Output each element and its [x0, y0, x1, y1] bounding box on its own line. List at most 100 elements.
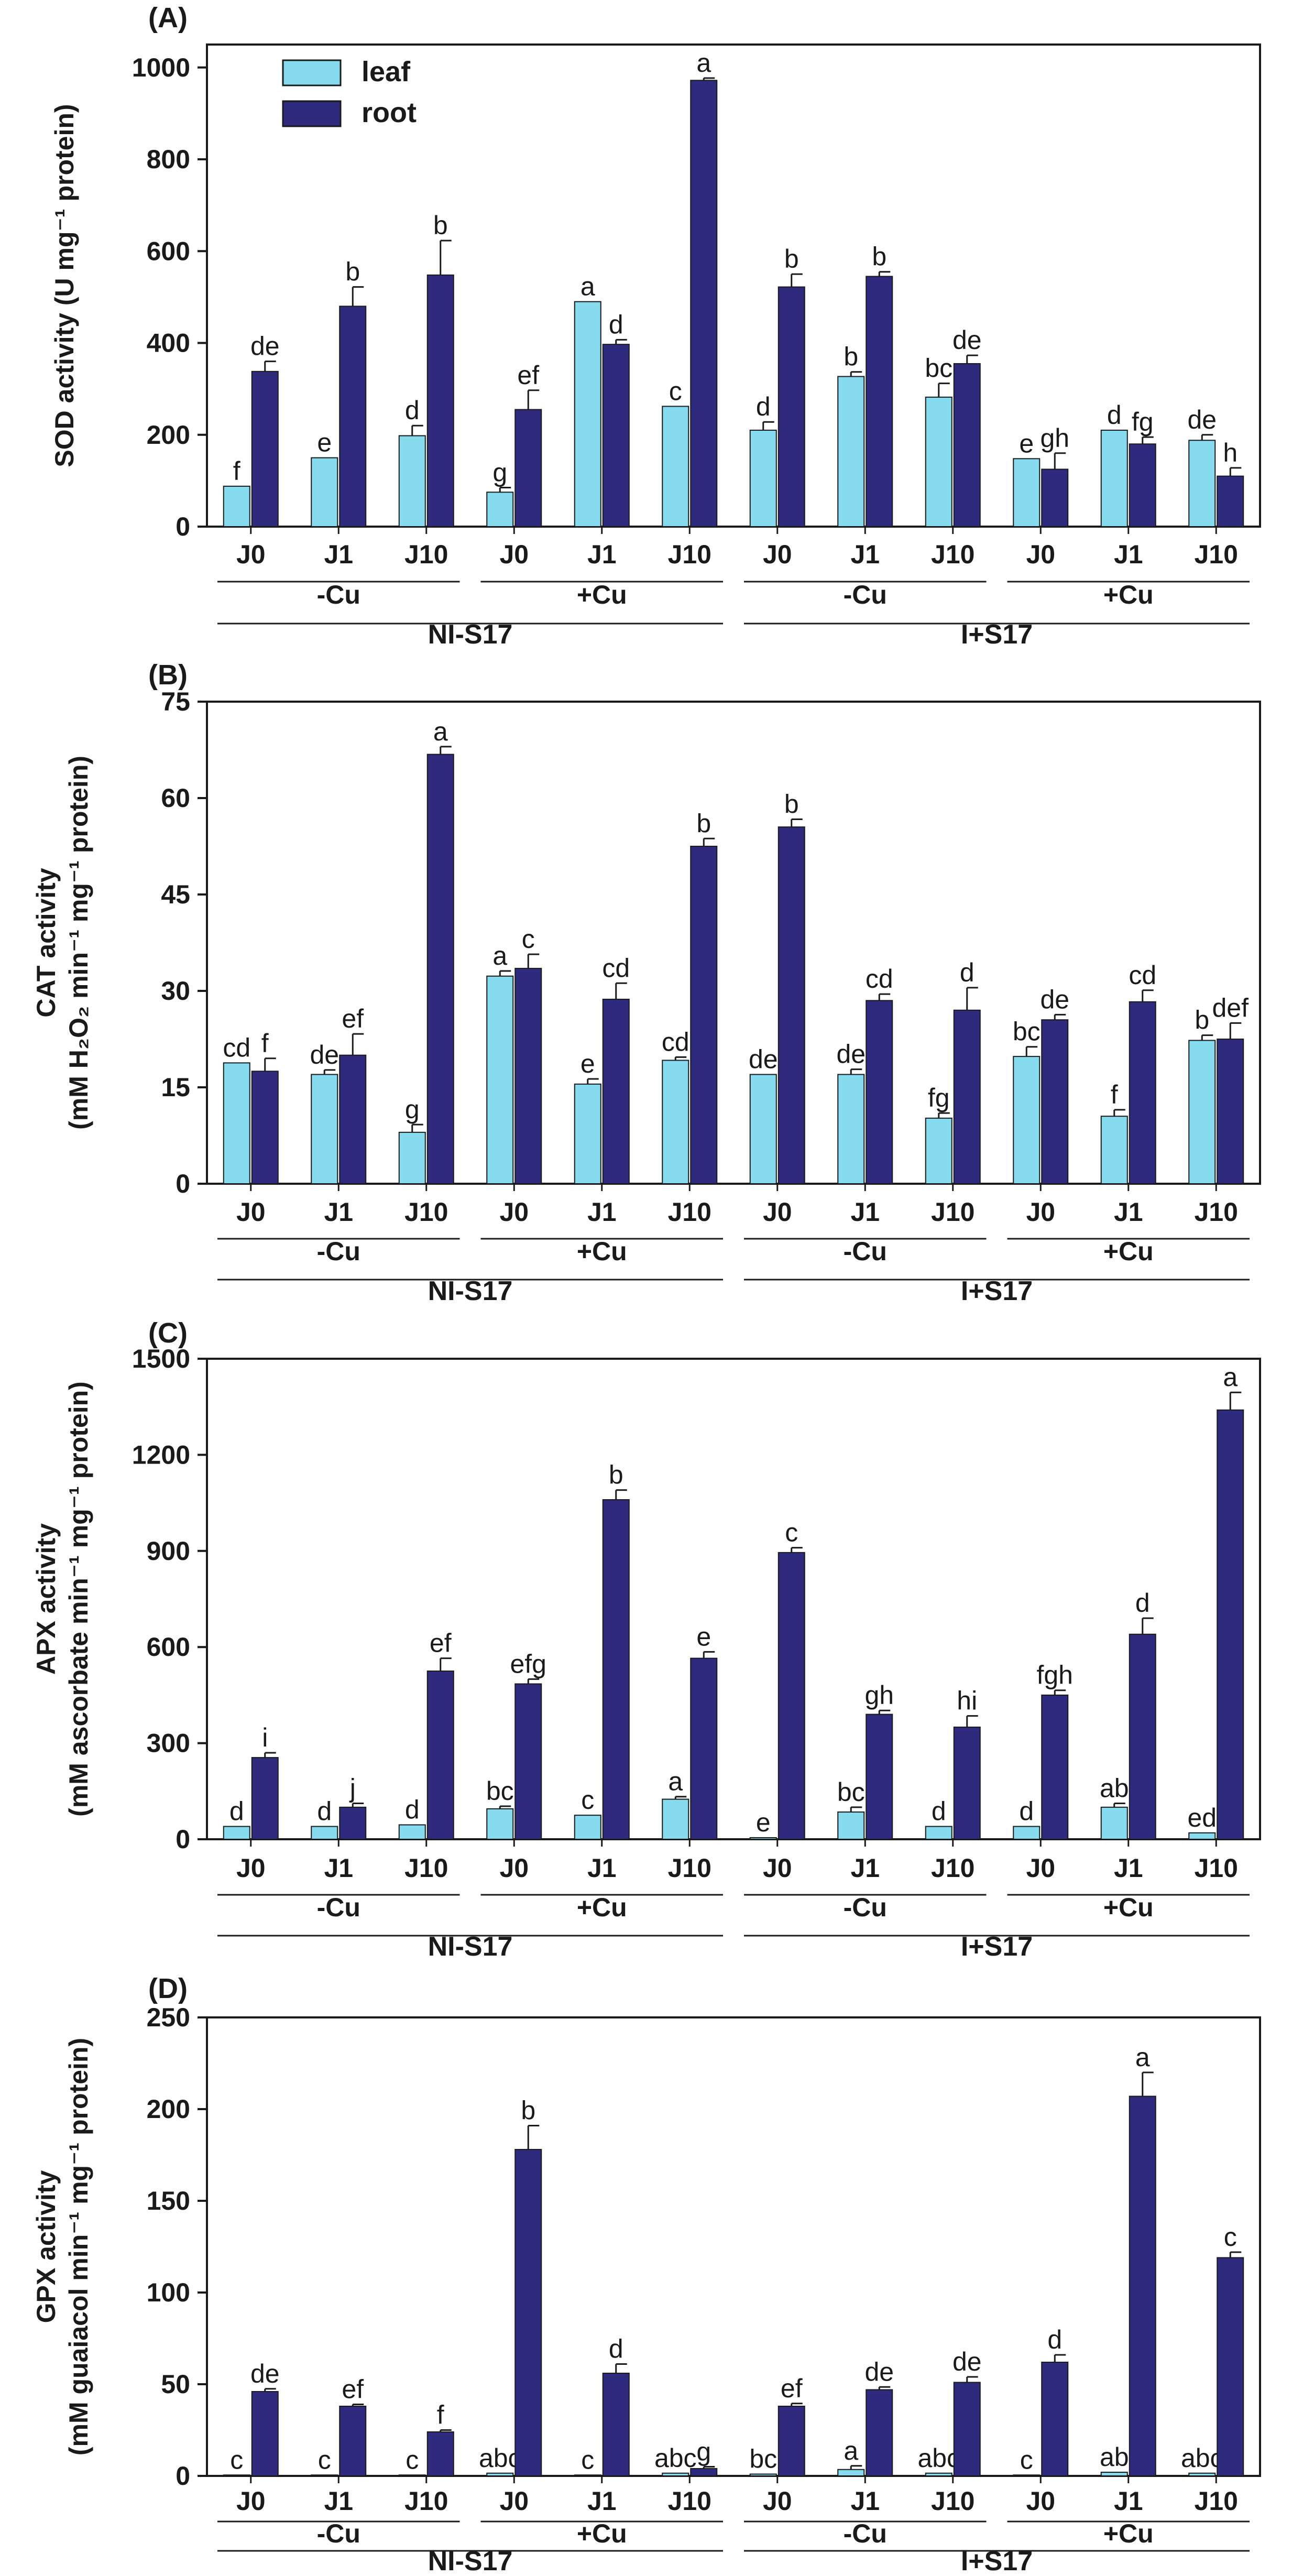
bar-leaf-2	[311, 457, 338, 527]
y-tick-label: 200	[147, 420, 190, 450]
plot-frame	[206, 43, 1261, 528]
x-tick-label: J0	[499, 2486, 529, 2516]
y-tick-label: 100	[147, 2278, 190, 2307]
bar-leaf-8	[837, 376, 865, 527]
bar-root-2	[339, 1806, 367, 1840]
x-tick-label: J10	[668, 1853, 711, 1883]
bar-root-9	[953, 2382, 981, 2476]
significance-letter: de	[749, 1044, 778, 1074]
x-tick-label: J10	[404, 2486, 448, 2516]
bar-root-10	[1041, 468, 1069, 528]
bar-leaf-10	[1013, 458, 1041, 527]
bar-root-9	[953, 1009, 981, 1185]
x-tick-label: J10	[668, 1197, 711, 1227]
bar-root-10	[1041, 1694, 1069, 1840]
bar-root-4	[514, 409, 542, 527]
x-tick-label: J0	[763, 1197, 792, 1227]
panel-label: (C)	[148, 1317, 188, 1349]
bar-leaf-10	[1013, 1826, 1041, 1840]
significance-letter: de	[1040, 985, 1069, 1014]
significance-letter: f	[233, 456, 240, 486]
y-tick-label: 400	[147, 329, 190, 358]
bar-leaf-9	[925, 396, 952, 528]
significance-letter: de	[952, 325, 982, 355]
significance-letter: gh	[864, 1680, 894, 1710]
legend-label-root: root	[362, 97, 417, 128]
bar-leaf-2	[311, 1074, 338, 1184]
x-tick-label: J0	[236, 1197, 266, 1227]
significance-letter: c	[1020, 2445, 1033, 2474]
x-tick-label: J0	[236, 2486, 266, 2516]
significance-letter: c	[230, 2445, 243, 2474]
significance-letter: b	[696, 809, 711, 838]
chart-panel-1: (A) 0 200 400 600 800 1000 SOD activity (U mg⁻¹…	[50, 2, 1261, 650]
chart-panel-2: (B) 0 15 30 45 60 75 CAT activity (mM H₂O₂ min⁻¹…	[31, 659, 1261, 1306]
bar-leaf-11	[1100, 2472, 1128, 2476]
bar-leaf-4	[486, 492, 514, 527]
treatment-group-label: NI-S17	[428, 1276, 513, 1306]
significance-letter: d	[609, 310, 623, 339]
significance-letter: fg	[928, 1083, 950, 1112]
y-tick-label: 30	[161, 976, 190, 1006]
significance-letter: d	[229, 1797, 244, 1826]
y-tick-label: 300	[147, 1729, 190, 1758]
y-tick-label: 600	[147, 1632, 190, 1662]
x-tick-label: J0	[763, 2486, 792, 2516]
bar-leaf-2	[311, 2474, 338, 2476]
significance-letter: d	[317, 1797, 332, 1826]
x-tick-label: J10	[1195, 1853, 1238, 1883]
x-tick-label: J1	[850, 1197, 880, 1227]
bar-root-8	[866, 276, 893, 527]
bar-root-6	[690, 1657, 718, 1840]
bar-leaf-3	[398, 1824, 426, 1840]
bar-leaf-10	[1013, 2474, 1041, 2476]
x-tick-label: J0	[763, 1853, 792, 1883]
y-tick-label: 150	[147, 2186, 190, 2215]
significance-letter: b	[784, 244, 799, 274]
treatment-group-label: I+S17	[961, 2546, 1033, 2576]
x-tick-label: J1	[1114, 2486, 1143, 2516]
y-axis-label: (mM guaiacol min⁻¹ mg⁻¹ protein)	[64, 2038, 93, 2455]
bar-root-7	[778, 826, 805, 1184]
bar-leaf-7	[749, 1074, 777, 1184]
y-tick-label: 75	[161, 687, 190, 716]
x-tick-label: J1	[850, 2486, 880, 2516]
bar-root-7	[778, 286, 805, 528]
bar-leaf-7	[749, 430, 777, 527]
bar-root-3	[426, 2431, 454, 2476]
cu-group-label: -Cu	[844, 1237, 887, 1266]
significance-letter: de	[250, 332, 280, 361]
significance-letter: c	[1224, 2222, 1237, 2252]
bar-root-4	[514, 968, 542, 1184]
x-tick-label: J1	[1114, 1197, 1143, 1227]
significance-letter: e	[756, 1808, 771, 1837]
significance-letter: d	[1107, 400, 1122, 430]
bar-leaf-4	[486, 975, 514, 1184]
bar-leaf-11	[1100, 1806, 1128, 1840]
bar-leaf-3	[398, 435, 426, 527]
bar-leaf-3	[398, 1131, 426, 1185]
cu-group-label: +Cu	[577, 1237, 627, 1266]
bar-leaf-11	[1100, 1116, 1128, 1184]
cu-group-label: +Cu	[577, 2519, 627, 2548]
chart-panel-4: (D) 0 50 100 150 200 250 GPX activity (mM guaiac…	[31, 1973, 1261, 2576]
significance-letter: b	[844, 342, 858, 372]
y-tick-label: 0	[176, 512, 190, 541]
y-tick-label: 250	[147, 2003, 190, 2032]
significance-letter: a	[492, 941, 507, 970]
bar-leaf-6	[662, 1060, 689, 1184]
cu-group-label: -Cu	[317, 2519, 360, 2548]
cu-group-label: +Cu	[1103, 1237, 1154, 1266]
bar-leaf-8	[837, 1074, 865, 1184]
significance-letter: d	[1135, 1588, 1150, 1618]
significance-letter: bc	[925, 354, 952, 383]
bar-root-11	[1129, 2095, 1156, 2476]
significance-letter: f	[1111, 1080, 1118, 1109]
significance-letter: e	[696, 1622, 711, 1651]
treatment-group-label: I+S17	[961, 1931, 1033, 1962]
significance-letter: bc	[837, 1777, 865, 1807]
x-tick-label: J1	[587, 540, 617, 569]
x-tick-label: J1	[1114, 540, 1143, 569]
y-tick-label: 1200	[132, 1440, 190, 1469]
